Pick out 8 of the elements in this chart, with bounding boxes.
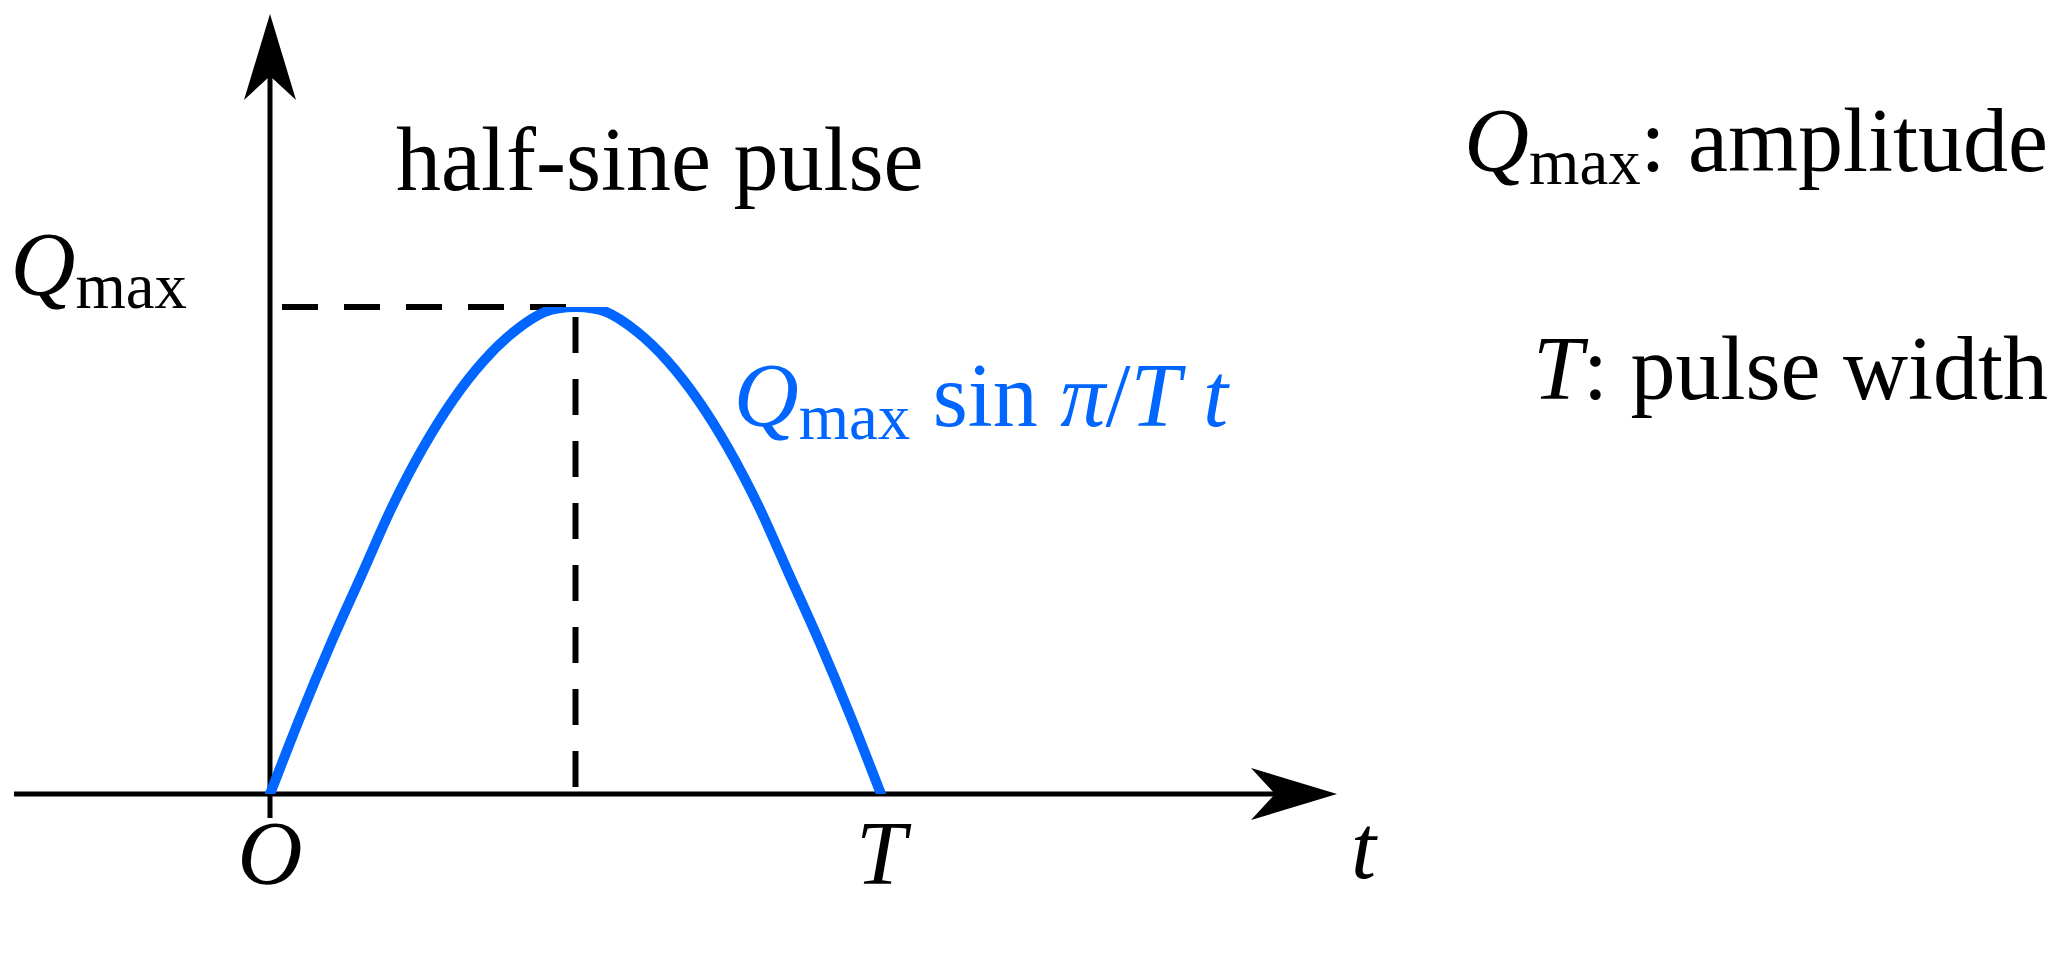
- series-label: Q$_{max}$ sin π/T t: [733, 345, 1228, 453]
- text: T: pulse width: [1532, 319, 2048, 418]
- ref-line-label: Q$_{max}$: [10, 215, 187, 322]
- x-tick-label: T: [855, 803, 912, 903]
- text: Q$_{max}$: amplitude: [1464, 91, 2048, 198]
- x-tick-label: O: [237, 803, 303, 903]
- x-axis-title: t: [1351, 798, 1377, 897]
- chart-title: half-sine pulse: [396, 110, 924, 209]
